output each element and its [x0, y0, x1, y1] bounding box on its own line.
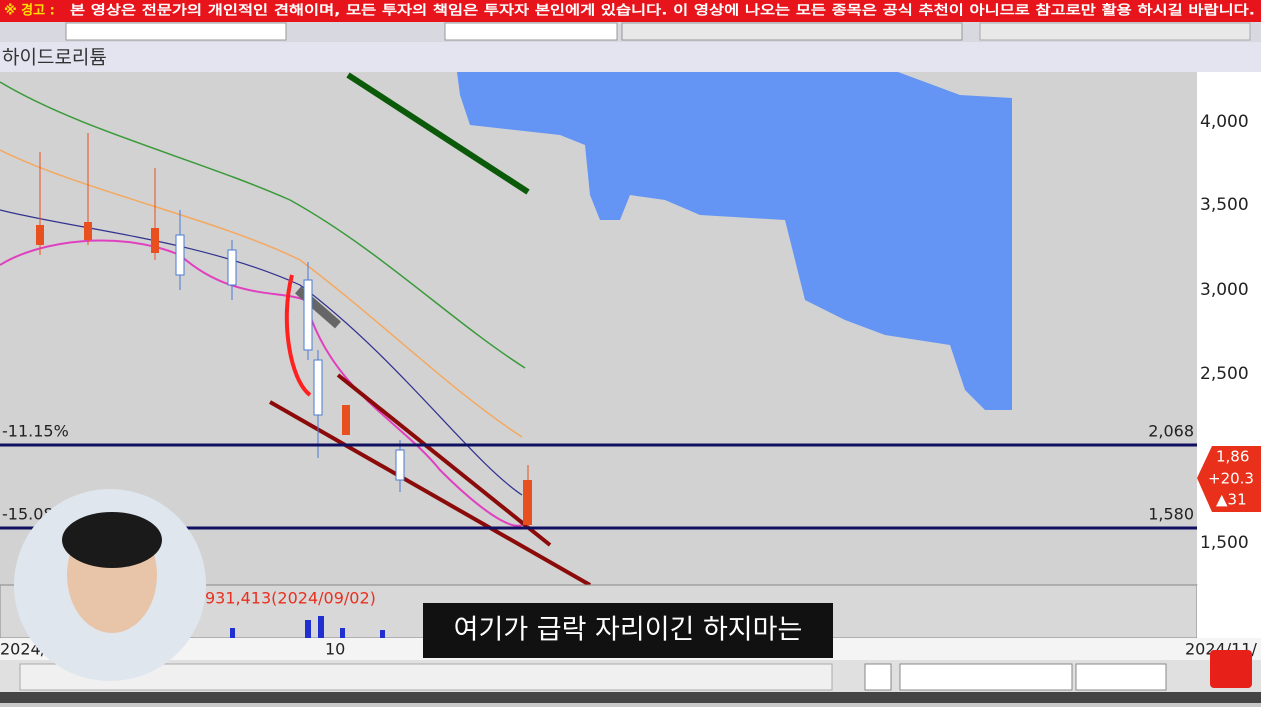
level-price: 2,068: [1148, 422, 1194, 441]
hair: [62, 512, 162, 568]
trend-line: [269, 400, 591, 587]
input[interactable]: [65, 22, 287, 41]
date-label: 10: [325, 640, 345, 659]
channel-logo: [1210, 650, 1252, 688]
subtitle-box: [423, 603, 833, 658]
level-pct: -11.15%: [2, 422, 69, 441]
stock-name: 하이드로리튬: [2, 47, 107, 69]
current-delta: ▲31: [1216, 491, 1247, 509]
warning-bar: [0, 0, 1261, 22]
buttons[interactable]: [621, 22, 963, 41]
button[interactable]: [864, 663, 892, 691]
price-label: 3,000: [1200, 280, 1249, 300]
slider[interactable]: [899, 663, 1073, 691]
current-price: 1,86: [1216, 448, 1249, 466]
ma-line: [0, 81, 526, 369]
level-price: 1,580: [1148, 505, 1194, 524]
input[interactable]: [444, 22, 618, 41]
price-label: 2,500: [1200, 364, 1249, 384]
annotation: [284, 274, 312, 397]
name-row: [0, 42, 1261, 72]
volume-bars: [230, 616, 385, 638]
volume-axis: [1197, 585, 1261, 638]
trend-line: [336, 373, 552, 547]
buttons[interactable]: [979, 22, 1251, 41]
bottom-strip: [0, 692, 1261, 703]
price-label: 4,000: [1200, 112, 1249, 132]
price-label: 1,500: [1200, 533, 1249, 553]
volume-max: 931,413(2024/09/02): [205, 589, 376, 608]
cloud: [457, 72, 1012, 410]
playback-controls[interactable]: [1075, 663, 1167, 691]
warning-text: 본 영상은 전문가의 개인적인 견해이며, 모든 투자의 책임은 투자자 본인에…: [70, 3, 1255, 19]
current-price-box: [1197, 446, 1261, 512]
warning-prefix: ※ 경고 :: [4, 3, 55, 19]
price-label: 3,500: [1200, 195, 1249, 215]
candles: [36, 133, 532, 528]
subtitle: 여기가 급락 자리이긴 하지마는: [454, 615, 803, 646]
ma-line: [0, 149, 523, 438]
current-change: +20.3: [1208, 470, 1254, 488]
trend-line: [346, 72, 530, 195]
